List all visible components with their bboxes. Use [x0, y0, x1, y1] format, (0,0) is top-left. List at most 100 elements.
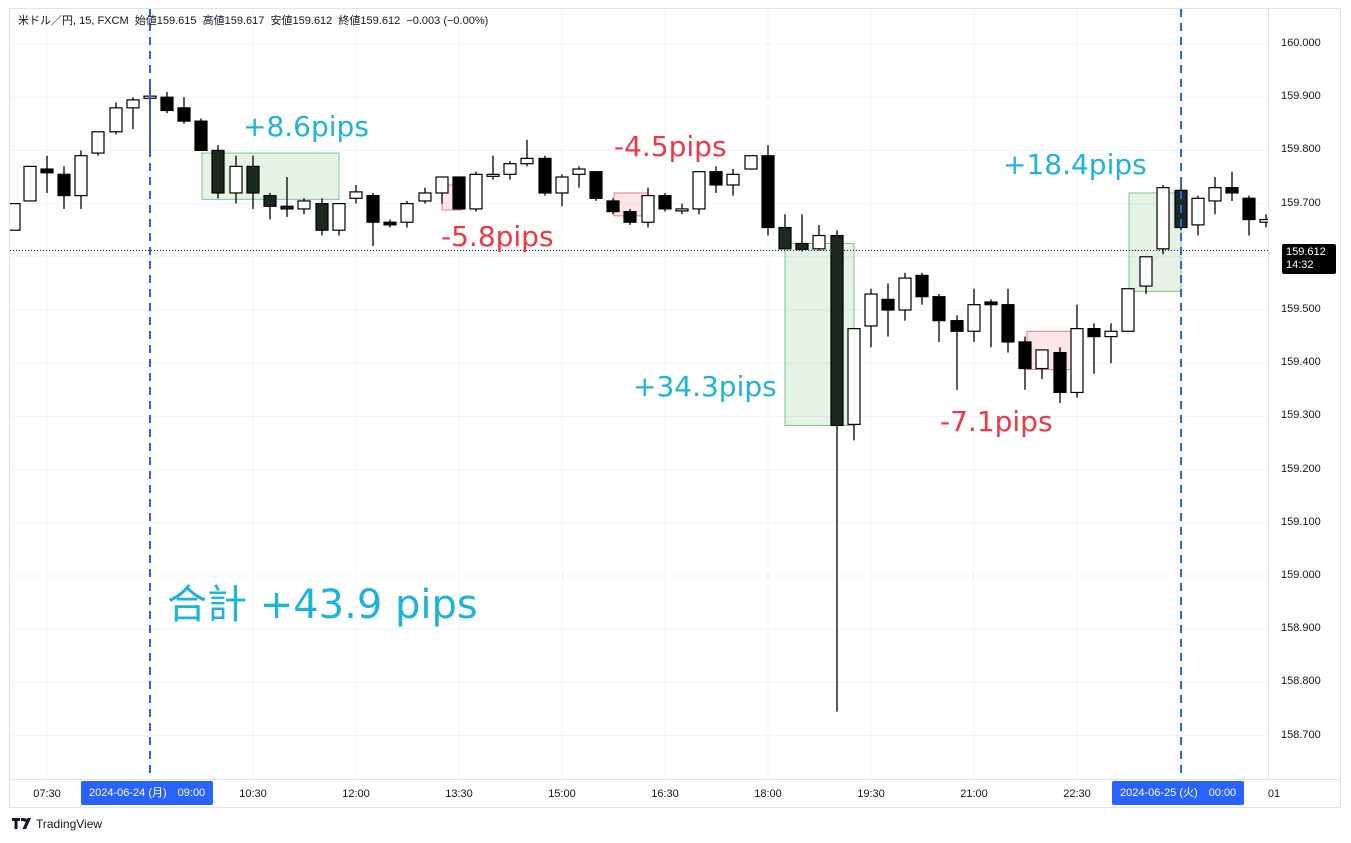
time-axis[interactable]: 07:30 2024-06-24 (月) 09:00 10:30 12:00 13:30… [10, 779, 1340, 808]
price-axis[interactable]: 160.000159.900159.800159.700159.600159.5… [1268, 9, 1341, 779]
chart-plot-area[interactable] [7, 9, 1290, 779]
candle-bear [709, 171, 723, 186]
time-tick-label: 13:30 [445, 788, 473, 800]
candle-bear [452, 176, 466, 210]
brand-name: TradingView [36, 817, 103, 831]
change-value: −0.003 (−0.00%) [406, 15, 489, 27]
price-tick-label: 159.300 [1281, 409, 1321, 422]
candle-bull [520, 157, 534, 165]
candle-bull [435, 176, 449, 194]
tradingview-logo-icon [12, 818, 31, 829]
high-label: 高値 [202, 15, 225, 27]
time-highlight-label: 2024-06-24 (月) 09:00 [81, 781, 214, 805]
price-tick-label: 159.000 [1281, 569, 1321, 581]
price-tick-label: 158.700 [1281, 728, 1321, 741]
candle-bear [1225, 187, 1239, 194]
candle-bull [1139, 256, 1153, 287]
candle-bull [74, 155, 88, 197]
time-tick-label: 18:00 [754, 788, 782, 800]
candle-bull [1208, 187, 1222, 202]
time-highlight-label: 2024-06-25 (火) 00:00 [1112, 781, 1245, 805]
candle-bull [726, 173, 740, 186]
ohlc-legend: 米ドル／円, 15, FXCM 始値159.615 高値159.617 安値15… [18, 12, 488, 28]
symbol-label[interactable]: 米ドル／円, 15, FXCM [18, 15, 129, 27]
candle-bear [315, 203, 329, 231]
candle-bear [57, 173, 71, 197]
candle-bear [160, 96, 174, 112]
time-tick-label: 19:30 [857, 788, 885, 800]
candle-bull [1035, 349, 1049, 370]
candle-bear [538, 157, 552, 194]
pips-annotation[interactable]: +34.3pips [633, 370, 777, 403]
candle-bear [366, 195, 380, 223]
candle-bear [606, 200, 620, 213]
candle-bull [812, 234, 826, 250]
candle-bear [40, 168, 54, 174]
candle-bull [864, 293, 878, 327]
candle-bear [761, 155, 775, 229]
candle-bear [1018, 341, 1032, 370]
pips-annotation[interactable]: -7.1pips [940, 405, 1053, 438]
price-tick-label: 158.800 [1281, 675, 1321, 688]
tradingview-brand[interactable]: TradingView [12, 817, 102, 831]
candle-bear [589, 171, 603, 199]
candle-bear [1001, 304, 1015, 343]
candle-bull [332, 203, 346, 231]
pips-annotation[interactable]: -5.8pips [441, 220, 554, 253]
time-tick-label: 01 [1267, 788, 1281, 800]
candle-bear [1053, 351, 1067, 394]
price-tick-label: 159.700 [1281, 196, 1321, 209]
candle-bull [1121, 288, 1135, 332]
open-label: 始値 [134, 15, 157, 27]
candle-bull [486, 173, 500, 177]
price-tick-label: 159.900 [1281, 90, 1321, 103]
price-tick-label: 160.000 [1281, 37, 1321, 49]
candle-bull [1191, 197, 1205, 226]
candle-bull [847, 328, 861, 425]
candle-bear [263, 195, 277, 207]
candle-bull [91, 131, 105, 154]
candle-bull [400, 203, 414, 223]
candle-bull [898, 277, 912, 311]
candle-bear [623, 210, 637, 223]
pips-annotation[interactable]: -4.5pips [614, 130, 727, 163]
candle-bull [349, 191, 363, 199]
candle-bull [1104, 330, 1118, 338]
high-value: 159.617 [224, 15, 265, 27]
current-price: 159.612 [1286, 246, 1326, 258]
candle-bear [280, 205, 294, 210]
close-label: 終値 [338, 15, 361, 27]
candle-bull [1259, 218, 1273, 223]
candle-bull [555, 176, 569, 194]
candle-bull [7, 203, 21, 231]
candle-bull [229, 165, 243, 194]
candle-bear [915, 274, 929, 298]
price-tick-label: 159.500 [1281, 303, 1321, 315]
candle-bear [830, 234, 844, 427]
low-label: 安値 [270, 15, 293, 27]
pips-annotation[interactable]: +18.4pips [1003, 148, 1147, 181]
candle-bear [246, 165, 260, 194]
price-tick-label: 159.200 [1281, 462, 1321, 475]
candle-bull [23, 165, 37, 202]
price-tick-label: 159.800 [1281, 143, 1321, 156]
pips-annotation[interactable]: +8.6pips [243, 110, 369, 143]
chart-frame [9, 8, 1341, 808]
low-value: 159.612 [292, 15, 333, 27]
total-pips-annotation[interactable]: 合計 +43.9 pips [167, 582, 478, 628]
candle-bull [641, 195, 655, 223]
candle-bull [297, 200, 311, 210]
open-value: 159.615 [156, 15, 197, 27]
candlestick-chart[interactable] [7, 9, 1290, 779]
price-tick-label: 159.100 [1281, 515, 1321, 528]
candle-bull [469, 173, 483, 210]
time-tick-label: 10:30 [239, 788, 267, 800]
candle-bear [658, 195, 672, 210]
time-tick-label: 21:00 [960, 788, 988, 800]
candle-bear [194, 120, 208, 151]
candle-bull [126, 99, 140, 109]
candle-bear [932, 296, 946, 322]
candle-bear [1087, 328, 1101, 338]
price-tick-label: 158.900 [1281, 622, 1321, 635]
candle-bear [778, 226, 792, 250]
